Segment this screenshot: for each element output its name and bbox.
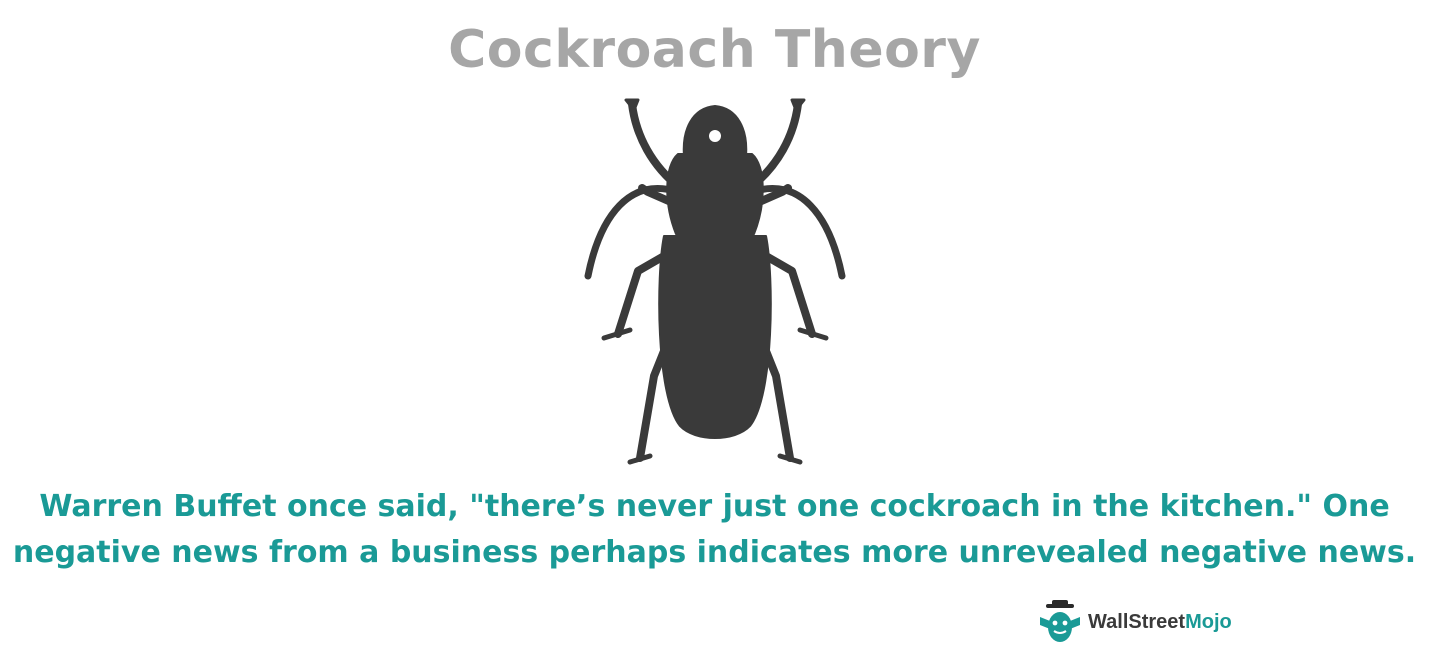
beetle-silhouette-icon <box>584 98 846 465</box>
caption-line-1: Warren Buffet once said, "there’s never … <box>39 489 1390 524</box>
brand-name: WallStreetMojo <box>1088 611 1232 634</box>
caption-line-2: negative news from a business perhaps in… <box>12 535 1417 570</box>
brand-name-part2: Mojo <box>1185 610 1232 633</box>
wallstreetmojo-logo-icon <box>1040 600 1080 642</box>
brand-logo: WallStreetMojo <box>1036 599 1232 645</box>
brand-name-part1: WallStreet <box>1088 610 1186 633</box>
page-title: Cockroach Theory <box>448 20 981 80</box>
caption: Warren Buffet once said, "there’s never … <box>0 484 1429 576</box>
